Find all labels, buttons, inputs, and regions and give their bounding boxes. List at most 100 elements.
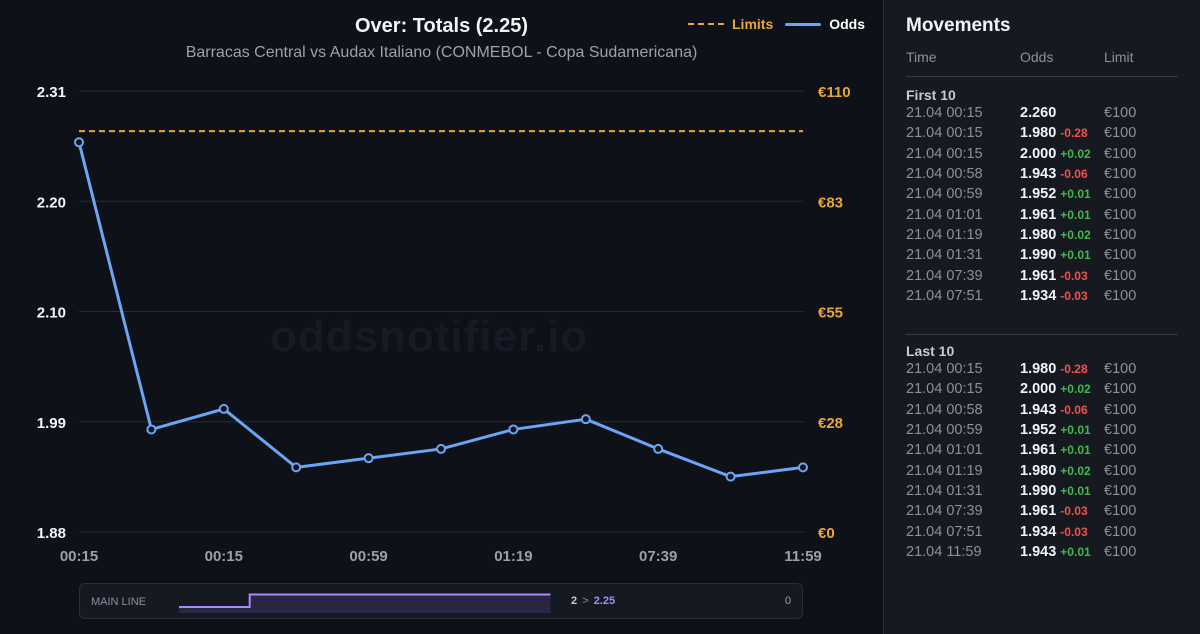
header-odds: Odds	[1020, 49, 1054, 65]
movement-odds-cell: 1.990 +0.01	[1020, 247, 1091, 263]
odds-chart[interactable]: 2.31 €110 2.20 €83 2.10 €55 1.99 €28 1.88 €0 00:15…	[0, 0, 883, 634]
movement-limit: €100	[1104, 523, 1137, 540]
movements-list-last: 21.04 00:15 1.980 -0.28 €100 21.04 00:15 2.00…	[906, 361, 1178, 564]
movement-delta: +0.01	[1060, 422, 1091, 437]
movement-time: 21.04 11:59	[906, 543, 982, 560]
movement-time: 21.04 00:15	[906, 125, 983, 142]
chart-area: 2.31 €110 2.20 €83 2.10 €55 1.99 €28 1.88 €0 00:15…	[0, 0, 883, 634]
movement-delta: -0.06	[1060, 166, 1088, 181]
movement-odds-cell: 1.980 +0.02	[1020, 227, 1091, 243]
odds-point	[74, 137, 84, 148]
movement-delta: +0.01	[1060, 207, 1091, 222]
navigator-line	[179, 593, 551, 608]
panel-title: Movements	[906, 15, 1011, 36]
movement-limit: €100	[1104, 247, 1137, 264]
odds-point	[146, 424, 157, 435]
movement-limit: €100	[1104, 186, 1137, 203]
movement-odds-cell: 1.943 +0.01	[1020, 544, 1091, 560]
movement-delta: +0.02	[1060, 382, 1091, 397]
odds-line	[77, 141, 804, 479]
movement-odds: 1.952	[1020, 186, 1057, 203]
section-title-first: First 10	[906, 87, 956, 103]
movement-row: 21.04 07:51 1.934 -0.03 €100	[906, 524, 1178, 544]
movement-odds-cell: 1.961 -0.03	[1020, 268, 1088, 284]
movement-time: 21.04 01:01	[906, 442, 983, 459]
legend-limits-swatch	[688, 23, 724, 25]
legend-limits-label: Limits	[732, 16, 774, 32]
movement-time: 21.04 00:15	[906, 381, 983, 398]
movement-row: 21.04 00:58 1.943 -0.06 €100	[906, 166, 1178, 186]
movement-limit: €100	[1104, 503, 1137, 520]
y-tick-label: 1.88	[37, 525, 66, 542]
movement-odds: 1.990	[1020, 482, 1057, 499]
x-tick-label: 00:15	[205, 548, 243, 565]
movement-delta: +0.01	[1060, 248, 1091, 263]
movement-odds-cell: 1.980 -0.28	[1020, 125, 1088, 141]
movement-time: 21.04 00:59	[906, 421, 983, 438]
movement-odds-cell: 1.952 +0.01	[1020, 186, 1091, 202]
movement-delta: +0.01	[1060, 483, 1091, 498]
movement-odds-cell: 2.000 +0.02	[1020, 381, 1091, 397]
movement-odds-cell: 1.961 -0.03	[1020, 503, 1088, 519]
y-right-tick-label: €110	[818, 84, 851, 101]
movement-odds: 1.934	[1020, 523, 1057, 540]
movement-odds: 2.000	[1020, 381, 1057, 398]
movement-limit: €100	[1104, 361, 1137, 377]
x-tick-label: 01:19	[494, 548, 532, 565]
movement-row: 21.04 00:15 2.000 +0.02 €100	[906, 146, 1178, 166]
odds-point	[363, 453, 374, 464]
movement-delta: -0.03	[1060, 288, 1088, 303]
movement-odds: 1.961	[1020, 503, 1057, 520]
movement-delta: -0.03	[1060, 524, 1088, 539]
section-title-last: Last 10	[906, 343, 955, 359]
movements-list-first: 21.04 00:15 2.260 €100 21.04 00:15 1.980 -0.2…	[906, 105, 1178, 308]
header-divider	[906, 76, 1178, 77]
legend-item-odds[interactable]: Odds	[785, 16, 865, 32]
movement-row: 21.04 00:15 2.000 +0.02 €100	[906, 381, 1178, 401]
chart-title: Over: Totals (2.25)	[354, 15, 529, 37]
movement-time: 21.04 01:31	[906, 482, 983, 499]
x-tick-label: 00:15	[60, 548, 98, 565]
navigator-area	[179, 594, 551, 613]
odds-point	[653, 443, 664, 454]
legend-item-limits[interactable]: Limits	[688, 16, 773, 32]
movement-odds: 1.961	[1020, 442, 1057, 459]
movement-row: 21.04 00:59 1.952 +0.01 €100	[906, 422, 1178, 442]
movement-limit: €100	[1104, 165, 1137, 182]
movement-odds-cell: 1.943 -0.06	[1020, 166, 1088, 182]
movement-limit: €100	[1104, 421, 1137, 438]
movement-odds-cell: 1.952 +0.01	[1020, 422, 1091, 438]
movement-odds: 1.934	[1020, 287, 1057, 304]
movement-time: 21.04 00:15	[906, 361, 983, 377]
movement-time: 21.04 00:59	[906, 186, 983, 203]
navigator-line-change: 2 > 2.25	[571, 595, 615, 607]
movement-row: 21.04 01:19 1.980 +0.02 €100	[906, 227, 1178, 247]
movement-row: 21.04 07:51 1.934 -0.03 €100	[906, 288, 1178, 308]
movement-limit: €100	[1104, 105, 1137, 121]
odds-point	[725, 471, 736, 482]
odds-point	[798, 462, 808, 473]
movement-limit: €100	[1104, 125, 1137, 142]
y-right-tick-label: €55	[818, 305, 843, 322]
movement-time: 21.04 00:58	[906, 401, 983, 418]
movement-limit: €100	[1104, 381, 1137, 398]
movement-odds: 1.952	[1020, 421, 1057, 438]
movement-row: 21.04 01:19 1.980 +0.02 €100	[906, 463, 1178, 483]
movement-delta: +0.02	[1060, 463, 1091, 478]
movement-row: 21.04 00:58 1.943 -0.06 €100	[906, 402, 1178, 422]
navigator-right-value: 0	[784, 595, 791, 607]
movement-limit: €100	[1104, 482, 1137, 499]
movement-time: 21.04 01:19	[906, 226, 983, 243]
main-line-navigator[interactable]: MAIN LINE 2 > 2.25 0	[79, 583, 803, 619]
y-right-tick-label: €83	[818, 194, 843, 211]
movement-odds: 1.961	[1020, 206, 1057, 223]
watermark: oddsnotifier.io	[270, 312, 589, 361]
movement-time: 21.04 07:51	[906, 523, 983, 540]
movement-limit: €100	[1104, 287, 1137, 304]
movement-limit: €100	[1104, 206, 1137, 223]
movement-time: 21.04 07:39	[906, 267, 983, 284]
movement-row: 21.04 00:59 1.952 +0.01 €100	[906, 186, 1178, 206]
movement-limit: €100	[1104, 226, 1137, 243]
legend-odds-swatch	[785, 22, 822, 26]
movement-odds: 1.943	[1020, 401, 1057, 418]
